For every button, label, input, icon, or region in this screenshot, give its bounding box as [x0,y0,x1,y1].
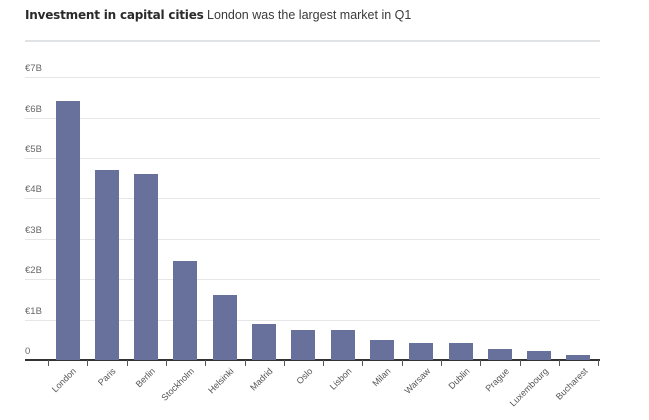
y-axis-label: €6B [25,104,42,115]
x-axis-label: Luxembourg [507,366,551,409]
x-axis-tick [323,360,324,366]
y-axis-label: €3B [25,225,42,236]
x-axis-tick [284,360,285,366]
x-axis-tick [402,360,403,366]
y-axis-label: 0 [25,346,31,357]
x-axis-label: Warsaw [402,366,433,396]
gridline [25,198,600,199]
bar-dublin [449,343,473,360]
y-axis-label: €7B [25,63,42,74]
x-axis-tick [166,360,167,366]
bar-paris [95,170,119,360]
x-axis-label: Helsinki [206,366,236,396]
y-axis-label: €4B [25,184,42,195]
chart-subtitle: London was the largest market in Q1 [203,8,412,22]
gridline [25,320,600,321]
chart-title: Investment in capital cities London was … [25,8,411,22]
x-axis-tick [441,360,442,366]
x-axis-tick [559,360,560,366]
bar-london [56,101,80,360]
bar-oslo [291,330,315,360]
x-axis-label: Bucharest [553,366,590,402]
x-axis-line [25,359,600,361]
x-axis-tick [245,360,246,366]
x-axis-label: Prague [483,366,511,394]
x-axis-tick [87,360,88,366]
x-axis-label: Paris [96,366,118,388]
chart-title-bold: Investment in capital cities [25,8,204,22]
gridline [25,158,600,159]
x-axis-tick [205,360,206,366]
bar-helsinki [213,295,237,360]
bar-madrid [252,324,276,360]
bar-bucharest [566,355,590,360]
y-axis-label: €2B [25,265,42,276]
x-axis-label: Stockholm [159,366,197,403]
x-axis-tick [520,360,521,366]
x-axis-tick [127,360,128,366]
x-axis-label: Madrid [248,366,276,393]
bar-luxembourg [527,351,551,360]
x-axis-tick [362,360,363,366]
bar-stockholm [173,261,197,360]
gridline [25,77,600,78]
y-axis-label: €1B [25,306,42,317]
x-axis-label: Milan [370,366,393,389]
bar-berlin [134,174,158,360]
bar-prague [488,349,512,360]
x-axis-label: Berlin [133,366,158,390]
bar-milan [370,340,394,360]
gridline [25,239,600,240]
header-divider [25,40,600,42]
x-axis-label: Oslo [294,366,315,387]
x-axis-label: Lisbon [327,366,354,392]
x-axis-label: London [50,366,79,395]
gridline [25,279,600,280]
bar-warsaw [409,343,433,360]
bar-lisbon [331,330,355,360]
x-axis-label: Dublin [446,366,472,392]
x-axis-tick [598,360,599,366]
x-axis-tick [480,360,481,366]
y-axis-label: €5B [25,144,42,155]
x-axis-tick [48,360,49,366]
gridline [25,118,600,119]
